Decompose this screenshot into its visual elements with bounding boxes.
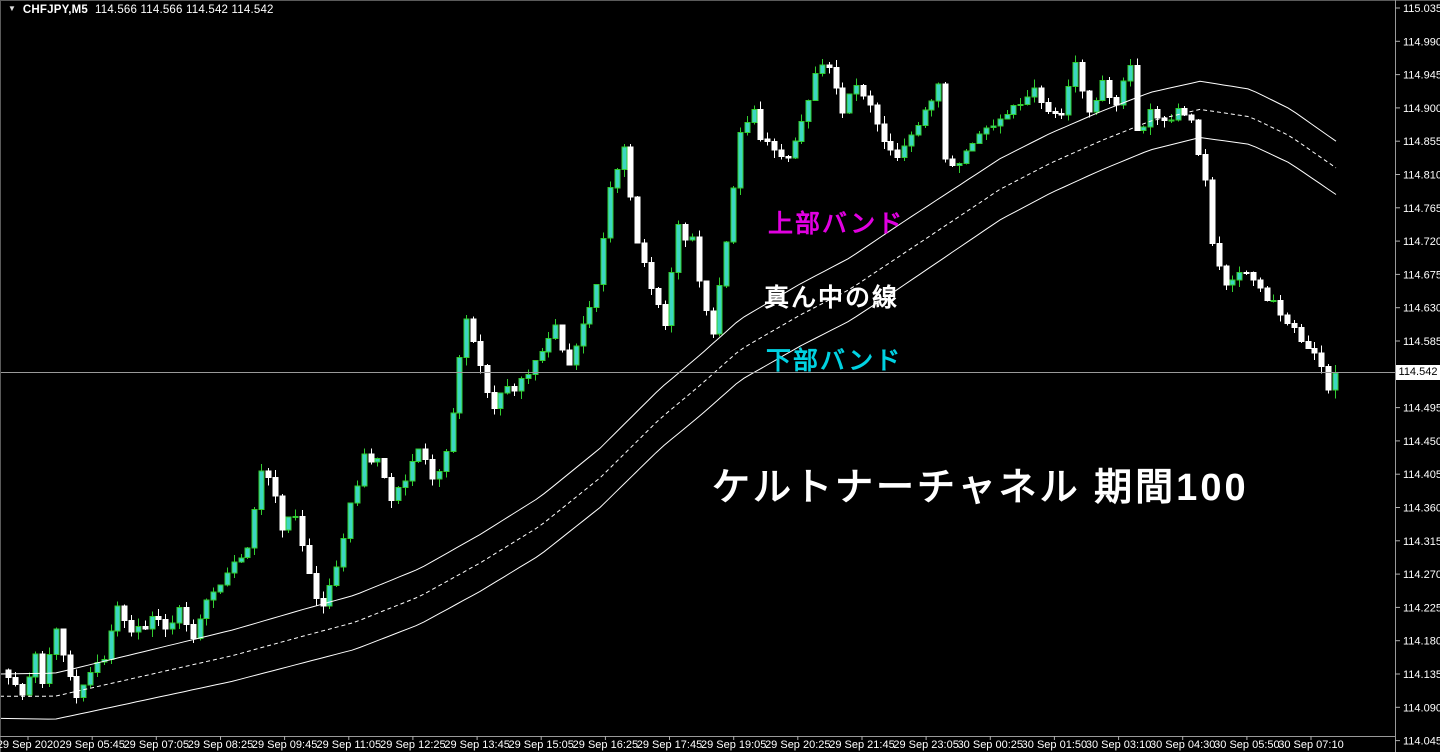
current-price-badge: 114.542 <box>1396 364 1440 380</box>
chart-title-bar: ▼ CHFJPY,M5 114.566 114.566 114.542 114.… <box>8 3 274 17</box>
price-tick-label: 114.900 <box>1403 103 1440 115</box>
time-tick-label: 29 Sep 21:45 <box>829 739 894 751</box>
price-tick-label: 115.035 <box>1403 3 1440 15</box>
time-tick-label: 29 Sep 12:25 <box>380 739 445 751</box>
time-tick-label: 29 Sep 05:45 <box>59 739 124 751</box>
price-tick-label: 114.315 <box>1403 536 1440 548</box>
upper-band-line <box>0 80 1337 675</box>
time-tick-label: 29 Sep 20:25 <box>765 739 830 751</box>
price-tick-label: 114.720 <box>1403 236 1440 248</box>
price-tick-label: 114.090 <box>1403 702 1440 714</box>
symbol-dropdown-icon[interactable]: ▼ <box>8 4 16 13</box>
time-tick-label: 30 Sep 01:50 <box>1022 739 1087 751</box>
time-tick-label: 29 Sep 17:45 <box>637 739 702 751</box>
time-tick-label: 29 Sep 13:45 <box>444 739 509 751</box>
time-tick-label: 30 Sep 05:50 <box>1214 739 1279 751</box>
time-tick-label: 29 Sep 23:05 <box>893 739 958 751</box>
price-axis[interactable]: 115.035 114.990 114.945 114.900 114.855 114.8… <box>1395 3 1440 748</box>
time-tick-label: 29 Sep 16:25 <box>573 739 638 751</box>
time-tick-label: 30 Sep 00:25 <box>958 739 1023 751</box>
time-tick-label: 29 Sep 11:05 <box>316 739 381 751</box>
time-tick-label: 30 Sep 07:10 <box>1278 739 1343 751</box>
price-tick-label: 114.450 <box>1403 436 1440 448</box>
price-tick-label: 114.405 <box>1403 469 1440 481</box>
price-tick-label: 114.495 <box>1403 403 1440 415</box>
middle-band-line <box>0 108 1337 697</box>
time-tick-label: 29 Sep 19:05 <box>701 739 766 751</box>
price-tick-label: 114.855 <box>1403 136 1440 148</box>
time-tick-label: 29 Sep 08:25 <box>188 739 253 751</box>
price-tick-label: 114.945 <box>1403 70 1440 82</box>
price-tick-label: 114.810 <box>1403 170 1440 182</box>
price-tick-label: 114.630 <box>1403 303 1440 315</box>
time-tick-label: 30 Sep 03:10 <box>1086 739 1151 751</box>
price-tick-label: 114.045 <box>1403 736 1440 748</box>
price-tick-label: 114.990 <box>1403 36 1440 48</box>
time-tick-label: 29 Sep 09:45 <box>252 739 317 751</box>
price-tick-label: 114.360 <box>1403 503 1440 515</box>
price-tick-label: 114.765 <box>1403 203 1440 215</box>
price-tick-label: 114.225 <box>1403 602 1440 614</box>
time-tick-label: 29 Sep 2020 <box>0 739 59 751</box>
time-tick-label: 29 Sep 15:05 <box>508 739 573 751</box>
candles-group <box>5 55 1339 704</box>
ohlc-readout: 114.566 114.566 114.542 114.542 <box>95 4 274 16</box>
time-tick-label: 30 Sep 04:30 <box>1150 739 1215 751</box>
price-tick-label: 114.585 <box>1403 336 1440 348</box>
lower-band-line <box>0 136 1337 720</box>
price-tick-label: 114.270 <box>1403 569 1440 581</box>
price-tick-label: 114.180 <box>1403 636 1440 648</box>
symbol-timeframe-label: CHFJPY,M5 <box>22 4 88 16</box>
price-tick-label: 114.135 <box>1403 669 1440 681</box>
price-tick-label: 114.675 <box>1403 269 1440 281</box>
time-tick-label: 29 Sep 07:05 <box>124 739 189 751</box>
